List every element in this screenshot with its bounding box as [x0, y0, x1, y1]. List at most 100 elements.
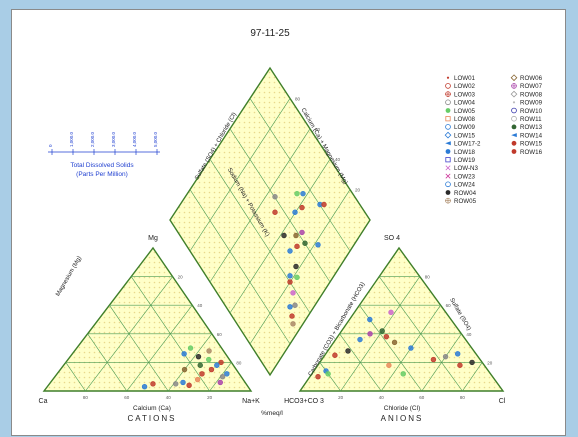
right-legend-item: ROW10 [511, 107, 543, 115]
anion-sample-mark [367, 316, 373, 323]
legend-symbol [445, 165, 451, 171]
tds-tick-label: 1,000.0 [69, 131, 74, 147]
anion-sample [345, 348, 351, 354]
cation-left-label: Ca [39, 398, 48, 405]
diamond-sample-mark [299, 204, 305, 211]
legend-label: ROW15 [520, 141, 543, 148]
anion-sample-mark [345, 348, 351, 354]
cation-sample [181, 351, 187, 357]
legend-symbol [445, 181, 451, 188]
legend-label: LOW01 [454, 75, 476, 82]
legend-label: ROW10 [520, 108, 543, 115]
cation-bottom-label: Calcium (Ca) [133, 405, 171, 412]
right-legend-item: ROW16 [511, 149, 543, 156]
anion-sample-mark [367, 331, 373, 337]
right-legend-item: ROW09 [512, 100, 543, 107]
anion-tick-label: 20 [487, 360, 493, 365]
cation-sample-mark [206, 348, 212, 354]
diamond-sample [287, 304, 293, 310]
diamond-sample-mark [289, 313, 295, 319]
cation-sample [197, 362, 203, 368]
legend-label: LOW15 [454, 132, 476, 139]
cation-sample [194, 376, 201, 383]
anion-sample-mark [457, 362, 463, 368]
legend-label: LOW04 [454, 100, 476, 107]
anion-sample [325, 371, 331, 377]
diamond-sample-mark [321, 201, 327, 208]
legend-label: LOW05 [454, 108, 476, 115]
legend-symbol [446, 76, 450, 79]
anion-sample-mark [386, 362, 392, 368]
diamond-sample-mark [294, 243, 300, 250]
diamond-outline [169, 66, 371, 377]
diamond-sample-mark [315, 242, 321, 248]
anion-triangle: 20 20 40 40 60 60 80 80 [298, 246, 505, 400]
anion-sample [442, 353, 449, 360]
diamond-sample-mark [287, 273, 293, 279]
diamond-sample [290, 321, 296, 327]
diamond-sample [321, 201, 327, 208]
anion-sample-mark [454, 351, 461, 357]
anion-sample [379, 328, 385, 334]
anion-sample [367, 331, 373, 337]
anion-gridline [340, 276, 421, 392]
anion-sample-mark [430, 356, 437, 363]
tds-subtitle: (Parts Per Million) [76, 171, 128, 178]
legend-symbol [510, 90, 518, 98]
cation-sample-mark [197, 362, 203, 368]
anion-caption: ANIONS [381, 414, 424, 423]
cation-tick-label: 40 [197, 303, 203, 308]
cation-tick-label: 20 [178, 275, 184, 280]
legend-symbol [511, 140, 517, 146]
cation-sample [181, 366, 188, 373]
left-legend-item: LOW18 [445, 149, 476, 156]
diamond-sample-mark [300, 190, 306, 197]
cation-sample [141, 384, 148, 390]
left-legend-item: LOW17-2 [445, 141, 481, 148]
legend-symbol [512, 101, 516, 104]
cation-sample [217, 379, 223, 386]
anion-sample [357, 336, 363, 343]
unit-label: %meq/l [261, 410, 283, 417]
cation-caption: CATIONS [128, 414, 177, 423]
cation-gridline [109, 305, 169, 392]
cation-sample-mark [224, 371, 230, 377]
cation-sample [219, 374, 226, 380]
anion-tick-label: 40 [379, 395, 385, 400]
legend-label: ROW06 [520, 75, 543, 82]
right-legend-item: ROW06 [510, 74, 543, 82]
diamond-sample [292, 302, 298, 308]
diamond-sample-mark [287, 304, 293, 310]
legend-label: ROW11 [520, 116, 542, 123]
left-legend-item: LOW05 [445, 108, 476, 115]
cation-tick-label: 40 [166, 395, 172, 400]
anion-sample [332, 352, 338, 358]
anion-tick-label: 20 [338, 395, 344, 400]
cation-sample-mark [218, 359, 224, 366]
diamond-tick-label: 40 [335, 157, 341, 162]
anion-sample-mark [383, 333, 390, 340]
piper-diagram: 97-11-25 0 1,000.0 2,000.0 3,000.0 4,000.0 5,… [39, 28, 543, 423]
cation-tick-label: 20 [207, 395, 213, 400]
left-legend-item: LOW23 [445, 173, 476, 180]
diamond-sample [302, 240, 308, 246]
cation-gridline [65, 362, 86, 392]
legend-symbol [444, 131, 452, 139]
cation-gridline [85, 276, 173, 392]
cation-sample-mark [181, 366, 188, 373]
anion-sample-mark [315, 374, 321, 380]
anion-outline [298, 246, 505, 392]
diamond-sample-mark [294, 190, 300, 197]
cation-side-label: Magnesium (Mg) [55, 256, 83, 298]
legend-symbol [511, 149, 517, 154]
anion-sample [386, 362, 392, 368]
anion-tick-label: 80 [425, 275, 431, 280]
right-legend-item: ROW07 [511, 83, 543, 90]
left-legend-item: LOW08 [445, 116, 476, 123]
tds-tick-label: 2,000.0 [90, 131, 95, 147]
diamond-sample [281, 232, 287, 239]
diamond-sample-mark [287, 279, 293, 285]
left-legend-item: ROW04 [445, 190, 477, 197]
legend-symbol [445, 157, 451, 163]
legend-label: ROW05 [454, 198, 477, 205]
